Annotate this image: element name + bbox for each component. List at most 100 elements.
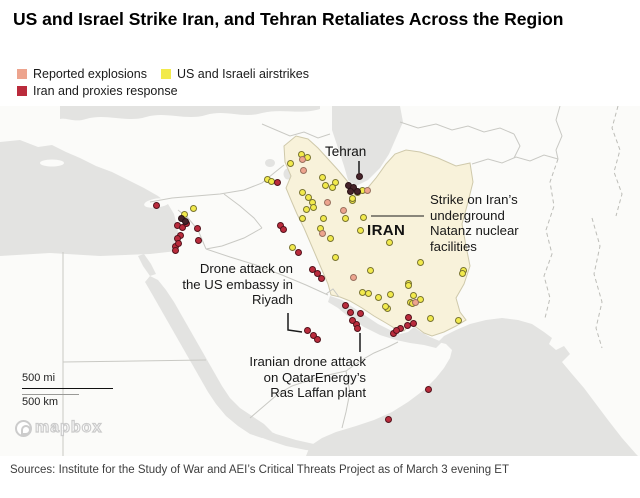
sea-black-sea	[60, 106, 320, 121]
map-dot-explosion	[318, 229, 326, 237]
legend-item-explosions: Reported explosions	[17, 67, 147, 81]
map-dot-airstrike	[326, 234, 334, 242]
map-dot-airstrike	[458, 269, 466, 277]
map-dot-airstrike	[454, 316, 462, 324]
map-dot-airstrike	[319, 214, 327, 222]
page-title: US and Israel Strike Iran, and Tehran Re…	[13, 9, 564, 29]
map-dot-response	[171, 246, 179, 254]
map-dot-airstrike	[331, 253, 339, 261]
annotation-line: facilities	[430, 238, 477, 254]
sea-persian-gulf	[328, 296, 442, 348]
map-dot-airstrike	[416, 258, 424, 266]
map-dot-airstrike	[302, 205, 310, 213]
map-dot-airstrike	[309, 203, 317, 211]
map-dot-airstrike	[341, 214, 349, 222]
map-dot-response	[317, 274, 325, 282]
airstrikes-swatch	[160, 69, 171, 79]
map-canvas: Tehran IRAN Strike on Iran’s underground…	[0, 106, 640, 456]
map-dot-dark	[353, 187, 361, 195]
mapbox-wordmark: mapbox	[34, 418, 103, 436]
scale-km-label: 500 km	[22, 396, 59, 408]
legend-item-response: Iran and proxies response	[17, 84, 178, 98]
map-dot-response	[392, 326, 400, 334]
map-dot-airstrike	[288, 243, 296, 251]
map-dot-dark	[346, 187, 354, 195]
map-dot-explosion	[411, 298, 419, 306]
map-dot-explosion	[339, 206, 347, 214]
annotation-line: Drone attack on	[199, 261, 293, 276]
map-dot-response	[309, 331, 317, 339]
map-dot-explosion	[363, 186, 371, 194]
source-line: Sources: Institute for the Study of War …	[10, 464, 509, 476]
map-dot-airstrike	[385, 238, 393, 246]
map-dot-airstrike	[348, 194, 356, 202]
map-dot-response	[346, 308, 354, 316]
legend-label: Reported explosions	[33, 67, 147, 81]
map-dot-airstrike	[318, 173, 326, 181]
annotation-line: Natanz nuclear	[430, 223, 519, 238]
iran-label: IRAN	[367, 222, 406, 239]
annotation-line: Strike on Iran’s	[430, 192, 518, 207]
map-dot-explosion	[323, 198, 331, 206]
map-dot-explosion	[298, 155, 306, 163]
riyadh-leader-line	[287, 313, 303, 333]
map-dot-response	[273, 178, 281, 186]
map-dot-response	[174, 239, 182, 247]
legend-item-airstrikes: US and Israeli airstrikes	[160, 67, 309, 81]
map-dot-dark	[181, 217, 189, 225]
map-dot-response	[424, 385, 432, 393]
map-dot-airstrike	[381, 302, 389, 310]
map-dot-airstrike	[386, 290, 394, 298]
map-dot-airstrike	[328, 183, 336, 191]
dots-layer	[0, 106, 640, 456]
map-dot-airstrike	[404, 281, 412, 289]
sea-gulf-of-suez	[138, 254, 156, 276]
map-dot-response	[384, 415, 392, 423]
annotation-line: Iranian drone attack	[249, 354, 366, 369]
legend-label: Iran and proxies response	[33, 84, 178, 98]
annotation-leaders	[287, 161, 424, 352]
legend: Reported explosions US and Israeli airst…	[17, 66, 323, 100]
annotation-line: the US embassy in	[182, 276, 293, 292]
map-dot-response	[152, 201, 160, 209]
sea-caspian	[332, 106, 403, 186]
map-dot-response	[348, 316, 356, 324]
scale-mi-label: 500 mi	[22, 372, 56, 384]
explosions-swatch	[17, 69, 27, 79]
map-dot-response	[313, 269, 321, 277]
sea-mediterranean	[0, 140, 179, 256]
map-dot-dark	[355, 172, 363, 180]
scale-mi-bar	[22, 388, 113, 389]
map-dot-response	[193, 224, 201, 232]
tehran-label: Tehran	[325, 144, 367, 159]
mapbox-logo[interactable]: mapbox	[15, 418, 103, 437]
response-swatch	[17, 86, 27, 96]
map-dot-response	[404, 313, 412, 321]
annotation-line: Riyadh	[251, 292, 293, 307]
mapbox-icon	[15, 419, 32, 437]
map-dot-airstrike	[359, 213, 367, 221]
map-dot-explosion	[299, 166, 307, 174]
map-dot-response	[194, 236, 202, 244]
annotation-line: Ras Laffan plant	[270, 385, 366, 400]
island-crete	[40, 159, 64, 167]
map-dot-airstrike	[366, 266, 374, 274]
map-dot-response	[313, 335, 321, 343]
map-dot-airstrike	[304, 193, 312, 201]
map-dot-response	[356, 309, 364, 317]
map-dot-airstrike	[286, 159, 294, 167]
map-dot-response	[178, 223, 186, 231]
map-dot-airstrike	[374, 293, 382, 301]
legend-label: US and Israeli airstrikes	[176, 67, 309, 81]
sea-red-sea	[145, 276, 272, 438]
map-dot-airstrike	[426, 314, 434, 322]
lake-van	[265, 159, 275, 167]
map-dot-airstrike	[298, 214, 306, 222]
map-dot-airstrike	[364, 289, 372, 297]
dashed-borders	[543, 106, 623, 349]
map-dot-response	[294, 248, 302, 256]
annotation-line: underground	[430, 207, 505, 223]
map-dot-airstrike	[189, 204, 197, 212]
map-dot-response	[341, 301, 349, 309]
